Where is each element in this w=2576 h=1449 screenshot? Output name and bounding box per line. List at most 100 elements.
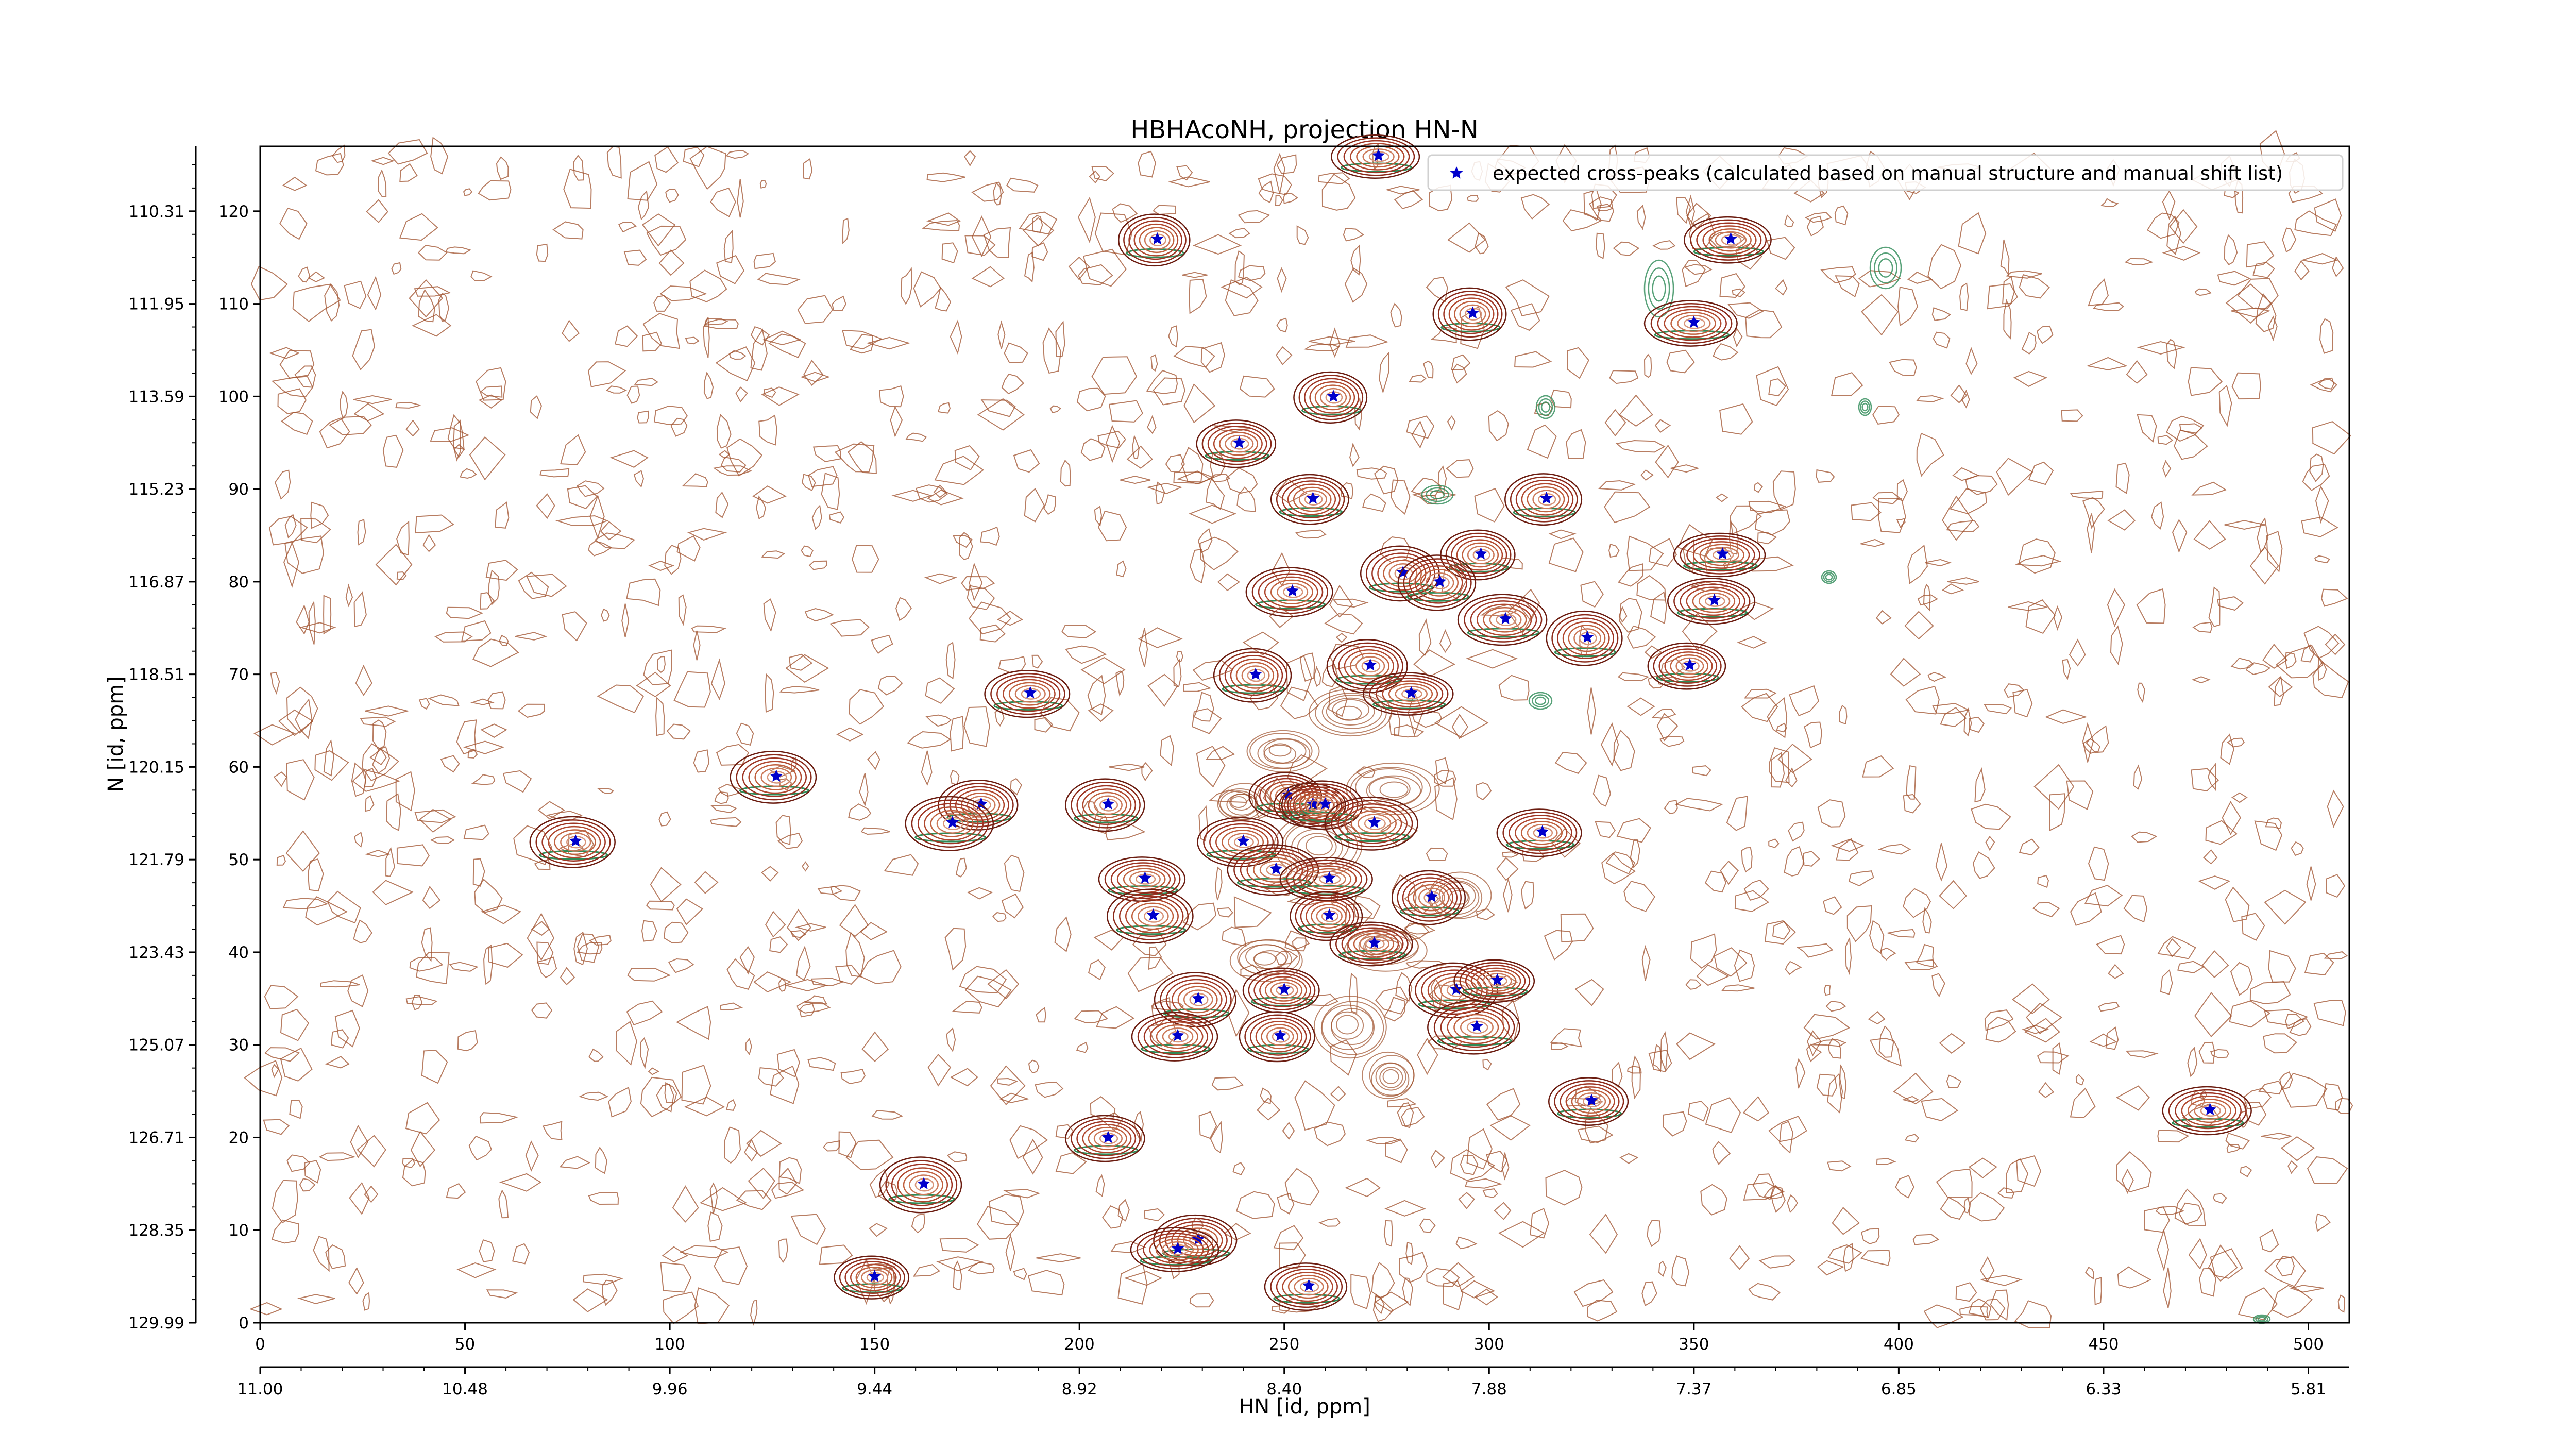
cross-peak[interactable] (1683, 216, 1772, 264)
peak-contour (1207, 426, 1267, 462)
peak-contour (834, 1255, 910, 1300)
cross-peak[interactable] (1064, 1115, 1145, 1162)
noise-contour (1831, 839, 1865, 852)
cross-peak[interactable] (1131, 1012, 1218, 1062)
cross-peak[interactable] (1290, 891, 1363, 941)
cross-peak[interactable] (1643, 300, 1738, 347)
cross-peak[interactable] (1270, 474, 1349, 525)
cross-peak[interactable] (1196, 419, 1277, 468)
noise-contour (2243, 1087, 2272, 1110)
noise-contour (1719, 273, 1745, 298)
peak-marker (1323, 871, 1336, 884)
noise-contour (1068, 256, 1090, 281)
noise-contour (990, 1065, 1026, 1105)
cross-peak[interactable] (1242, 967, 1320, 1014)
peak-contour (1448, 297, 1495, 331)
noise-contour (364, 767, 377, 788)
cross-peak[interactable] (1065, 778, 1145, 832)
cross-peak[interactable] (1546, 610, 1623, 666)
cross-peak[interactable] (1331, 134, 1420, 179)
noise-contour (1862, 755, 1894, 778)
peak-contour (967, 796, 996, 815)
cross-peak[interactable] (1408, 962, 1498, 1019)
cross-peak[interactable] (1432, 287, 1507, 341)
peak-contour (1459, 304, 1486, 324)
peak-contour (1294, 794, 1330, 816)
peak-contour (1677, 314, 1711, 332)
cross-peak[interactable] (1647, 642, 1726, 690)
noise-contour (2052, 1042, 2063, 1075)
noise-contour (552, 221, 584, 240)
noise-contour (1460, 1154, 1479, 1175)
noise-contour (527, 913, 555, 961)
noise-contour (952, 534, 973, 548)
noise-contour (372, 746, 391, 774)
noise-contour (1502, 1000, 1520, 1043)
cross-peak[interactable] (1548, 1077, 1629, 1126)
legend[interactable]: expected cross-peaks (calculated based o… (1427, 154, 2344, 191)
cross-peak[interactable] (1496, 808, 1582, 857)
noise-contour (1921, 1098, 1959, 1121)
noise-contour (296, 604, 310, 635)
noise-contour (977, 398, 1025, 431)
noise-contour (1971, 803, 2011, 830)
noise-contour (1181, 447, 1204, 483)
cross-peak[interactable] (1362, 672, 1454, 716)
cross-peak[interactable] (1117, 213, 1191, 267)
cross-peak[interactable] (529, 816, 616, 868)
noise-contour (1001, 893, 1024, 919)
cross-peak[interactable] (984, 669, 1071, 718)
peak-contour (1131, 1012, 1218, 1062)
cross-peak[interactable] (1504, 473, 1583, 526)
cross-peak[interactable] (2162, 1086, 2252, 1136)
cross-peak[interactable] (1391, 870, 1466, 925)
noise-contour (1651, 709, 1676, 719)
noise-contour (1332, 598, 1369, 608)
cross-peak[interactable] (1106, 888, 1194, 944)
noise-contour (1648, 538, 1677, 567)
noise-contour (2087, 513, 2095, 553)
cross-peak[interactable] (1329, 921, 1413, 967)
peak-contour (1104, 859, 1181, 899)
cross-peak[interactable] (1457, 594, 1548, 646)
noise-contour (1273, 153, 1285, 194)
noise-contour (2195, 288, 2212, 296)
cross-peak[interactable] (1245, 567, 1333, 617)
noise-contour (980, 526, 1000, 546)
cross-peak[interactable] (1427, 1000, 1520, 1055)
noise-contour (725, 1099, 736, 1111)
cross-peak[interactable] (1667, 578, 1756, 625)
noise-contour (2230, 962, 2253, 996)
cross-peak[interactable] (1440, 529, 1516, 581)
noise-contour (707, 1211, 723, 1242)
cross-peak[interactable] (1197, 817, 1284, 867)
noise-contour (803, 995, 828, 1005)
cross-peak[interactable] (879, 1156, 962, 1214)
peak-marker (1101, 1131, 1115, 1143)
cross-peak[interactable] (905, 796, 994, 851)
cross-peak[interactable] (1264, 1262, 1348, 1311)
noise-contour (1074, 1010, 1109, 1023)
cross-peak[interactable] (1397, 554, 1477, 611)
cross-peak[interactable] (1239, 1011, 1315, 1063)
cross-peak[interactable] (730, 750, 817, 804)
noise-contour (1796, 943, 1834, 958)
noise-contour (1719, 403, 1753, 435)
hn-ppm-tick-label: 9.96 (652, 1380, 688, 1399)
noise-contour (1138, 150, 1156, 178)
cross-peak[interactable] (1293, 371, 1368, 424)
cross-peak[interactable] (1213, 648, 1292, 703)
cross-peak[interactable] (1130, 1227, 1219, 1272)
cross-peak[interactable] (1326, 638, 1408, 694)
cross-peak[interactable] (834, 1255, 910, 1300)
cross-peak[interactable] (1098, 856, 1186, 902)
noise-contour (1199, 536, 1239, 570)
cross-peak[interactable] (1453, 959, 1535, 1003)
noise-contour (963, 706, 990, 747)
noise-contour (753, 252, 776, 269)
noise-contour (2191, 481, 2227, 496)
cross-peak[interactable] (1324, 796, 1418, 851)
noise-contour (1406, 415, 1435, 439)
noise-contour (1426, 276, 1448, 303)
cross-peak[interactable] (1673, 532, 1766, 578)
